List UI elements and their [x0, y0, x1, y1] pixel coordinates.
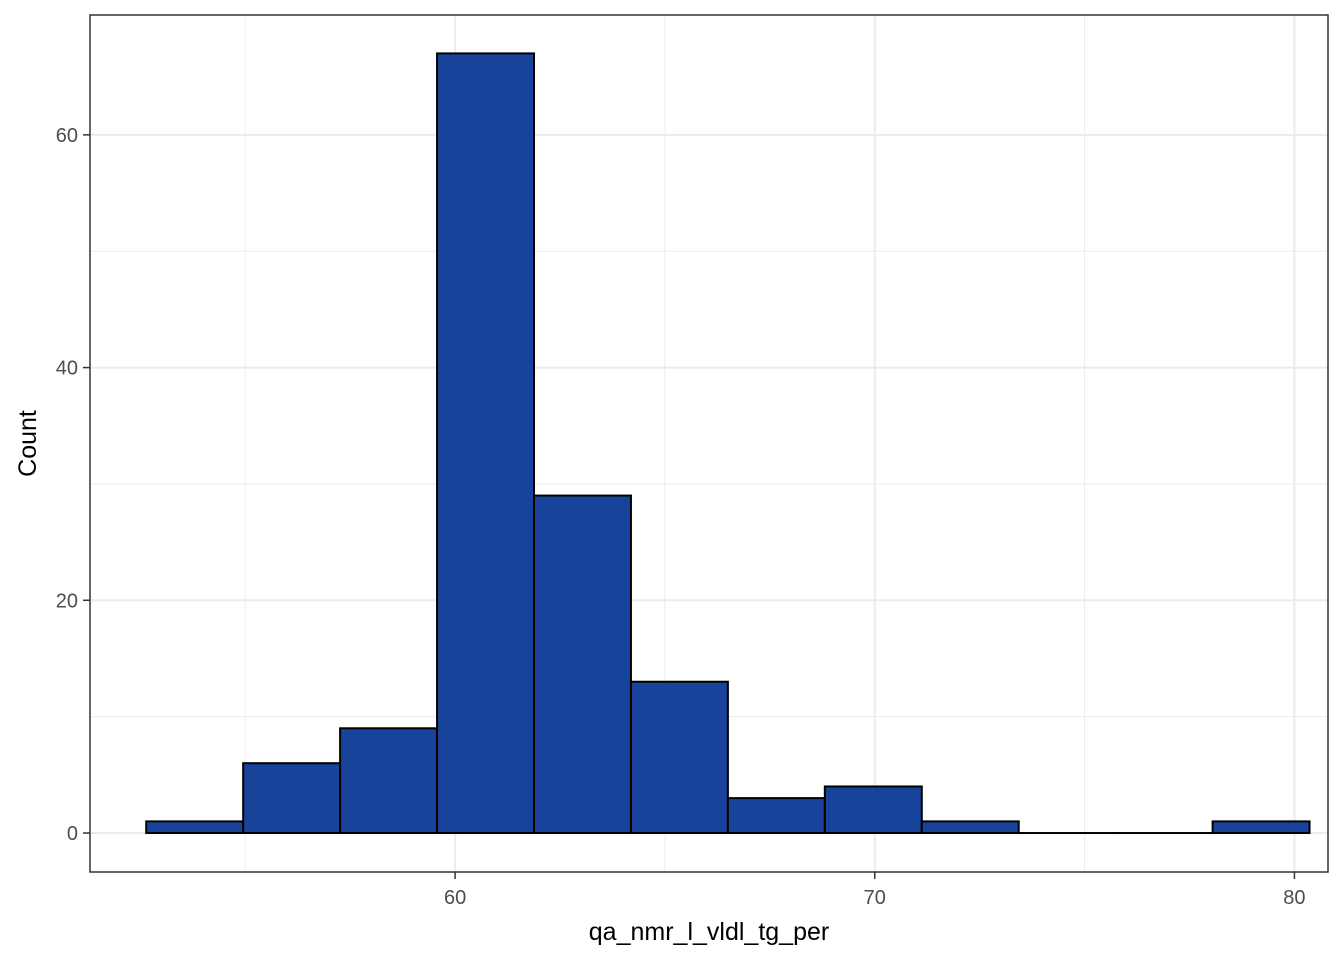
bar-layer	[146, 53, 1309, 833]
y-tick-label: 60	[56, 125, 78, 147]
histogram-bar	[340, 728, 437, 833]
y-tick-label: 40	[56, 358, 78, 380]
histogram-bar	[922, 821, 1019, 833]
histogram-bar	[631, 682, 728, 833]
y-axis-title: Count	[14, 410, 42, 477]
histogram-bar	[728, 798, 825, 833]
y-tick-label: 0	[67, 823, 78, 845]
histogram-bar	[1213, 821, 1310, 833]
x-tick-label: 60	[444, 887, 466, 909]
y-tick-label: 20	[56, 590, 78, 612]
histogram-bar	[437, 53, 534, 833]
histogram-bar	[825, 786, 922, 833]
x-tick-label: 80	[1283, 887, 1305, 909]
histogram-bar	[243, 763, 340, 833]
histogram-bar	[534, 496, 631, 833]
x-axis-title: qa_nmr_l_vldl_tg_per	[589, 918, 829, 946]
x-tick-label: 70	[864, 887, 886, 909]
histogram-bar	[146, 821, 243, 833]
